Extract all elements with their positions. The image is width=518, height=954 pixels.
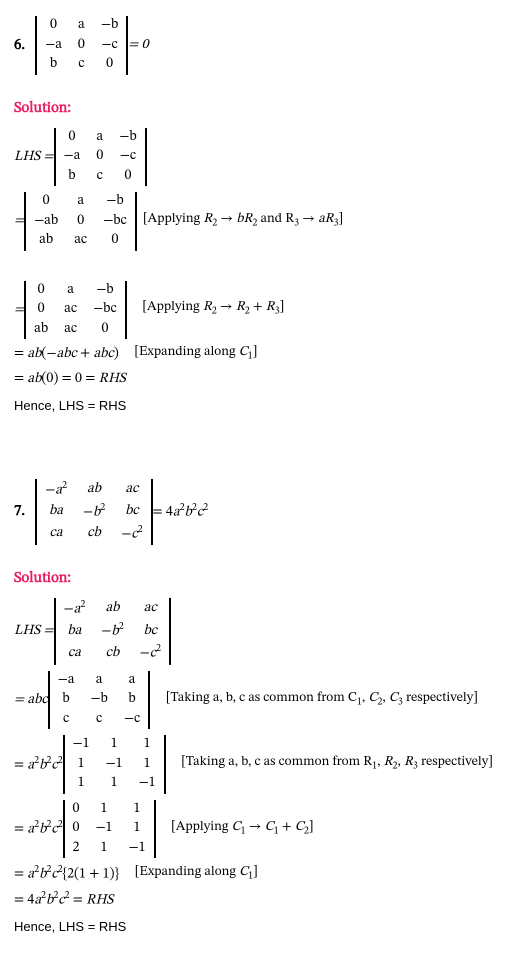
step-note: [Taking a, b, c as common from C1, C2, C… — [156, 691, 478, 710]
step-prefix: = — [14, 212, 24, 230]
det: 0a−b −a0−c bc0 — [54, 128, 147, 187]
step-note: [Expanding along C1] — [125, 345, 258, 364]
q7-conclusion: Hence, LHS = RHS — [14, 919, 504, 934]
det: −111 1−11 11−1 — [63, 735, 166, 794]
q7-step-1: = abc −aaa b−bb cc−c [Taking a, b, c as … — [14, 671, 504, 730]
q7-step-0: LHS = −a2abac ba−b2bc cacb−c2 — [14, 598, 504, 664]
q6-problem-rhs: = 0 — [128, 36, 148, 54]
step-prefix: LHS = — [14, 148, 54, 166]
step-prefix: = a2b2c2 — [14, 819, 63, 839]
q7-step-3: = a2b2c2 011 0−11 21−1 [Applying C1 → C1… — [14, 800, 504, 859]
step-note: [Applying R2 → bR2 and R3 → aR3] — [143, 212, 343, 231]
q6-step-2: = 0a−b 0ac−bc abac0 [Applying R2 → R2 + … — [14, 281, 504, 340]
q6-conclusion: Hence, LHS = RHS — [14, 398, 504, 413]
step-note: [Applying R2 → R2 + R3] — [133, 300, 285, 319]
det: −aaa b−bb cc−c — [48, 671, 151, 730]
det: 0a−b 0ac−bc abac0 — [24, 281, 127, 340]
step-prefix: = — [14, 301, 24, 319]
q7-step-4: = a2b2c2{2(1 + 1)} [Expanding along C1] — [14, 864, 504, 884]
q7-number: 7. — [14, 502, 25, 521]
q6-problem-det: 0a−b −a0−c bc0 — [35, 16, 128, 75]
det: −a2abac ba−b2bc cacb−c2 — [54, 598, 171, 664]
q6-step-4: = ab(0) = 0 = RHS — [14, 370, 504, 388]
q6-number: 6. — [14, 36, 25, 55]
q7-problem-rhs: = 4a2b2c2 — [153, 502, 208, 522]
step-line: = a2b2c2{2(1 + 1)} — [14, 864, 119, 884]
q7-step-2: = a2b2c2 −111 1−11 11−1 [Taking a, b, c … — [14, 735, 504, 794]
q6-step-3: = ab(−abc + abc) [Expanding along C1] — [14, 345, 504, 364]
step-line: = ab(−abc + abc) — [14, 345, 119, 363]
q6-step-1: = 0a−b −ab0−bc abac0 [Applying R2 → bR2 … — [14, 192, 504, 251]
q6-solution-label: Solution: — [14, 99, 504, 118]
q7-step-5: = 4a2b2c2 = RHS — [14, 890, 504, 910]
step-note: [Taking a, b, c as common from R1, R2, R… — [172, 755, 493, 774]
det: 011 0−11 21−1 — [63, 800, 156, 859]
page: 6. 0a−b −a0−c bc0 = 0 Solution: LHS = 0a… — [0, 0, 518, 954]
step-line: = ab(0) = 0 = RHS — [14, 370, 126, 388]
step-prefix: LHS = — [14, 622, 54, 640]
step-prefix: = a2b2c2 — [14, 755, 63, 775]
step-note: [Expanding along C1] — [125, 865, 258, 884]
q7-problem-det: −a2abac ba−b2bc cacb−c2 — [35, 479, 152, 545]
det: 0a−b −ab0−bc abac0 — [24, 192, 137, 251]
q7-solution-label: Solution: — [14, 569, 504, 588]
step-line: = 4a2b2c2 = RHS — [14, 890, 113, 910]
q6-problem: 6. 0a−b −a0−c bc0 = 0 — [14, 16, 504, 75]
step-prefix: = abc — [14, 691, 48, 709]
q6-step-0: LHS = 0a−b −a0−c bc0 — [14, 128, 504, 187]
step-note: [Applying C1 → C1 + C2] — [162, 820, 314, 839]
q7-problem: 7. −a2abac ba−b2bc cacb−c2 = 4a2b2c2 — [14, 479, 504, 545]
